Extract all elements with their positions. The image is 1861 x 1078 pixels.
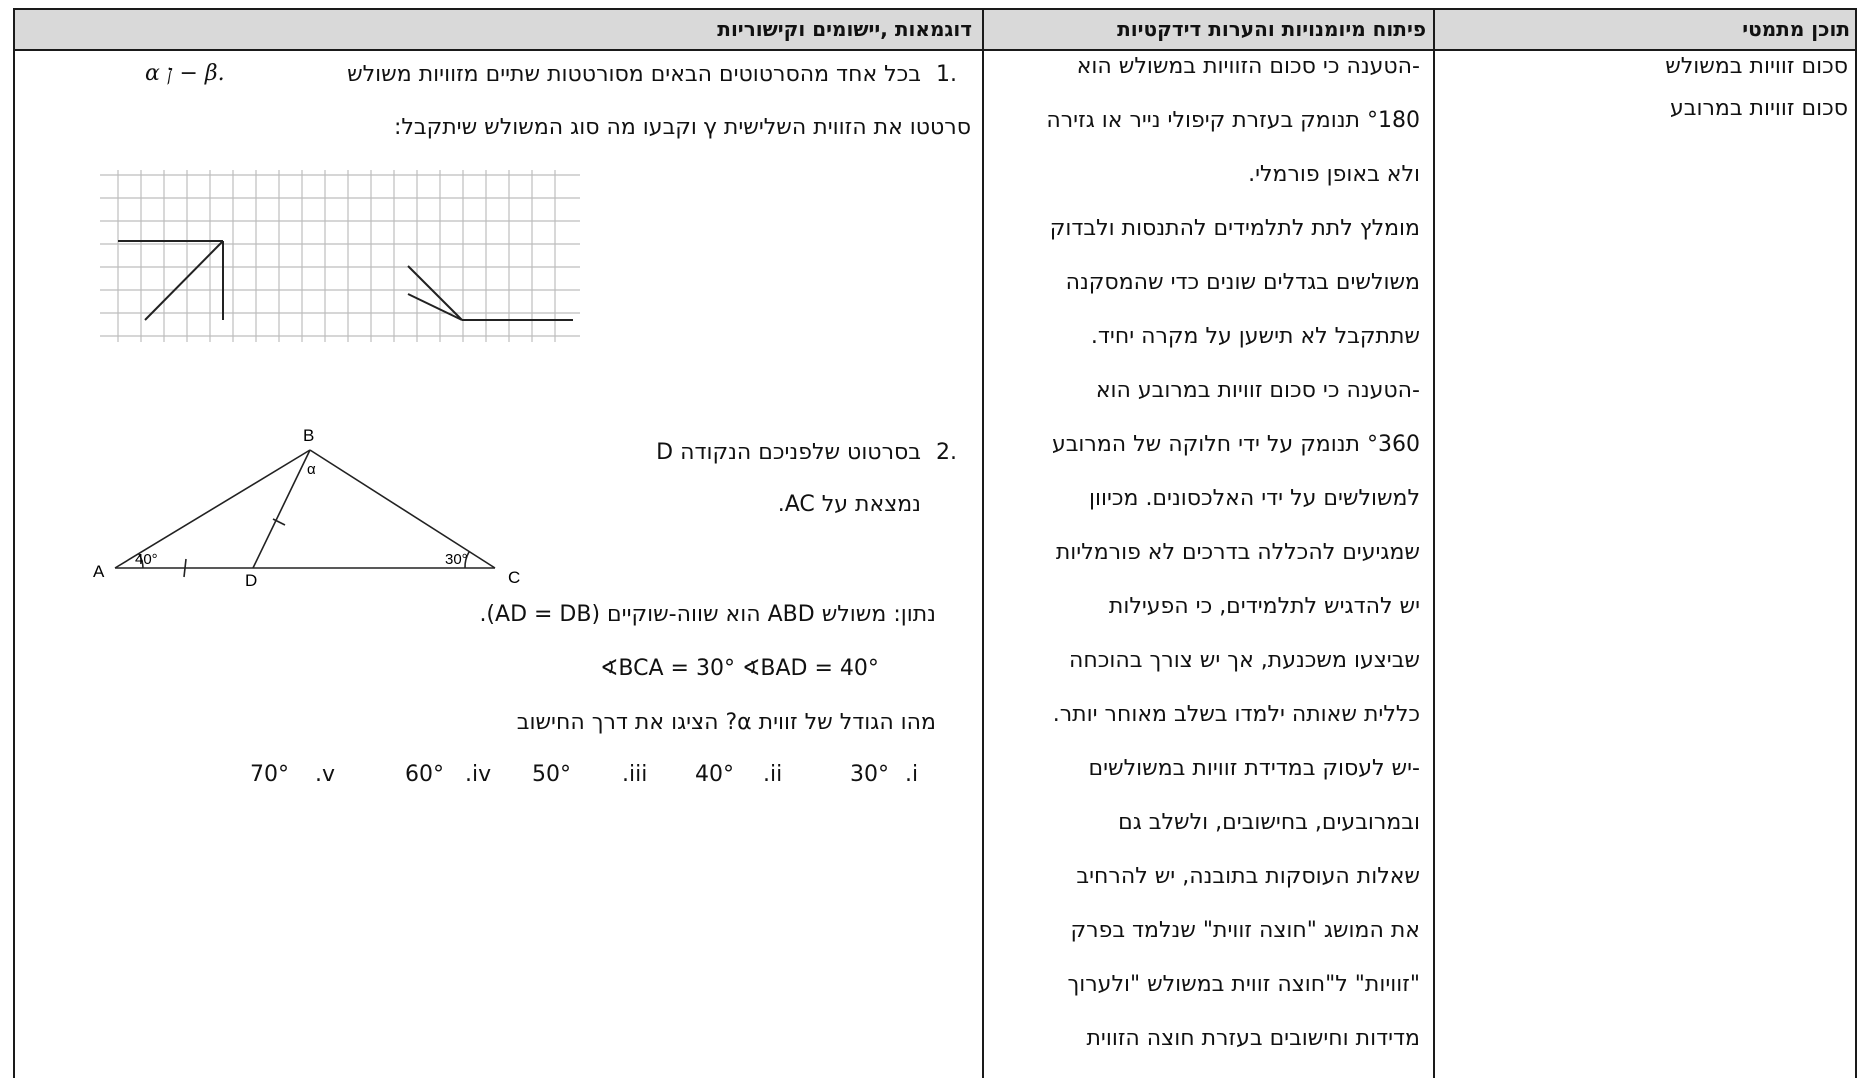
option-ii-label: .ii	[763, 762, 783, 787]
option-iii-value: 50°	[532, 762, 571, 787]
content-quadrilateral-sum: סכום זוויות במרובע	[1669, 96, 1848, 121]
triangle-figure: A B C D α 40° 30°	[93, 426, 520, 590]
side-bc	[309, 449, 496, 569]
skills-line: למשולשים על ידי האלכסונים. מכיוון	[1088, 486, 1420, 511]
ex2-number: .2	[936, 440, 957, 465]
skills-line: יש להדגיש לתלמידים, כי הפעילות	[1108, 594, 1420, 619]
content-column: סכום זוויות במשולש סכום זוויות במרובע	[1440, 54, 1848, 134]
ex2-options: 70° .v 60° .iv 50° .iii 40° .ii 30° .i	[240, 762, 940, 796]
ex2-line1: בסרטוט שלפניכם הנקודה D	[656, 440, 921, 465]
skills-line: כללית שאותה ילמדו בשלב מאוחר יותר.	[1052, 702, 1420, 727]
col-divider-1	[982, 8, 984, 1078]
label-angle-a: 40°	[135, 551, 158, 568]
segment-bd	[252, 449, 311, 569]
skills-line: שביצעו משכנעת, אך יש צורך בהוכחה	[1069, 648, 1420, 673]
tick-ad	[183, 558, 187, 578]
skills-line: -הטענה כי סכום הזוויות במשולש הוא	[1076, 54, 1420, 79]
col-divider-right	[1855, 8, 1857, 1078]
header-skills: פיתוח מיומנויות והערות דידקטיות	[1117, 17, 1426, 41]
skills-line: מומלץ לתת לתלמידים להתנסות ולבדוק	[1049, 216, 1420, 241]
ex1-greek: α ן − β.	[145, 61, 225, 86]
skills-line: -הטענה כי סכום זוויות במרובע הוא	[1095, 378, 1420, 403]
col-divider-2	[1433, 8, 1435, 1078]
arc-a	[138, 553, 144, 569]
skills-line: -יש לעסוק במדידת זוויות במשולשים	[1088, 756, 1420, 781]
option-ii-value: 40°	[695, 762, 734, 787]
arc-c	[464, 551, 470, 569]
option-v-value: 70°	[250, 762, 289, 787]
skills-line: ולא באופן פורמלי.	[1248, 162, 1420, 187]
skills-line: שתתקבל לא תישען על מקרה יחיד.	[1090, 324, 1420, 349]
option-i-label: .i	[905, 762, 919, 787]
label-b: B	[303, 426, 314, 445]
label-a: A	[93, 562, 105, 581]
ex1-instruction: סרטטו את הזווית השלישית γ וקבעו מה סוג ה…	[393, 115, 971, 140]
ex2-line2: נמצאת על AC.	[777, 492, 921, 517]
ex1-text: בכל אחד מהסרטוטים הבאים מסורטטות שתיים מ…	[347, 62, 921, 87]
skills-line: שמגיעים להכללה בדרכים לא פורמליות	[1055, 540, 1420, 565]
label-c: C	[508, 568, 520, 587]
side-ab	[114, 449, 311, 569]
angle-shape-1	[118, 240, 224, 321]
skills-line: את המושג "חוצה זווית" שנלמד בפרק	[1070, 918, 1420, 943]
header-content: תוכן מתמטי	[1742, 17, 1850, 41]
skills-column: -הטענה כי סכום הזוויות במשולש הוא °180 ת…	[990, 54, 1420, 1074]
skills-line: °360 תנומק על ידי חלוקה של המרובע	[1051, 432, 1420, 457]
option-iv-label: .iv	[465, 762, 492, 787]
option-v-label: .v	[315, 762, 336, 787]
ex2-given: נתון: משולש ABD הוא שווה-שוקיים (AD = DB…	[479, 602, 936, 627]
skills-line: משולשים בגדלים שונים כדי שהמסקנה	[1065, 270, 1420, 295]
grid-drawing	[100, 170, 580, 342]
ex1-number: .1	[936, 62, 957, 87]
header-row	[13, 8, 1857, 51]
content-triangle-sum: סכום זוויות במשולש	[1665, 54, 1848, 79]
skills-line: ובמרובעים, בחישובים, ולשלב גם	[1118, 810, 1420, 835]
option-i-value: 30°	[850, 762, 889, 787]
option-iii-label: .iii	[622, 762, 648, 787]
label-d: D	[245, 571, 257, 590]
skills-line: "זוויות" ל"חוצה זווית במשולש "ולערוך	[1067, 972, 1420, 997]
skills-line: שאלות העוסקות בתובנה, יש להרחיב	[1076, 864, 1420, 889]
angle-shape-2	[407, 265, 573, 321]
skills-line: מדידות וחישובים בעזרת חוצה הזווית	[1086, 1026, 1420, 1051]
ex2-question: מהו הגודל של זווית α? הציגו את דרך החישו…	[516, 710, 936, 735]
label-alpha: α	[307, 461, 316, 478]
ex2-angles: ∢BCA = 30° ∢BAD = 40°	[600, 656, 879, 681]
tick-bd	[272, 518, 286, 526]
option-iv-value: 60°	[405, 762, 444, 787]
grid-lines	[100, 170, 580, 342]
skills-line: °180 תנומק בעזרת קיפולי נייר או גזירה	[1046, 108, 1420, 133]
label-angle-c: 30°	[445, 551, 468, 568]
col-divider-left	[13, 8, 15, 1078]
header-examples: דוגמאות ,יישומים וקישוריות	[717, 17, 972, 41]
